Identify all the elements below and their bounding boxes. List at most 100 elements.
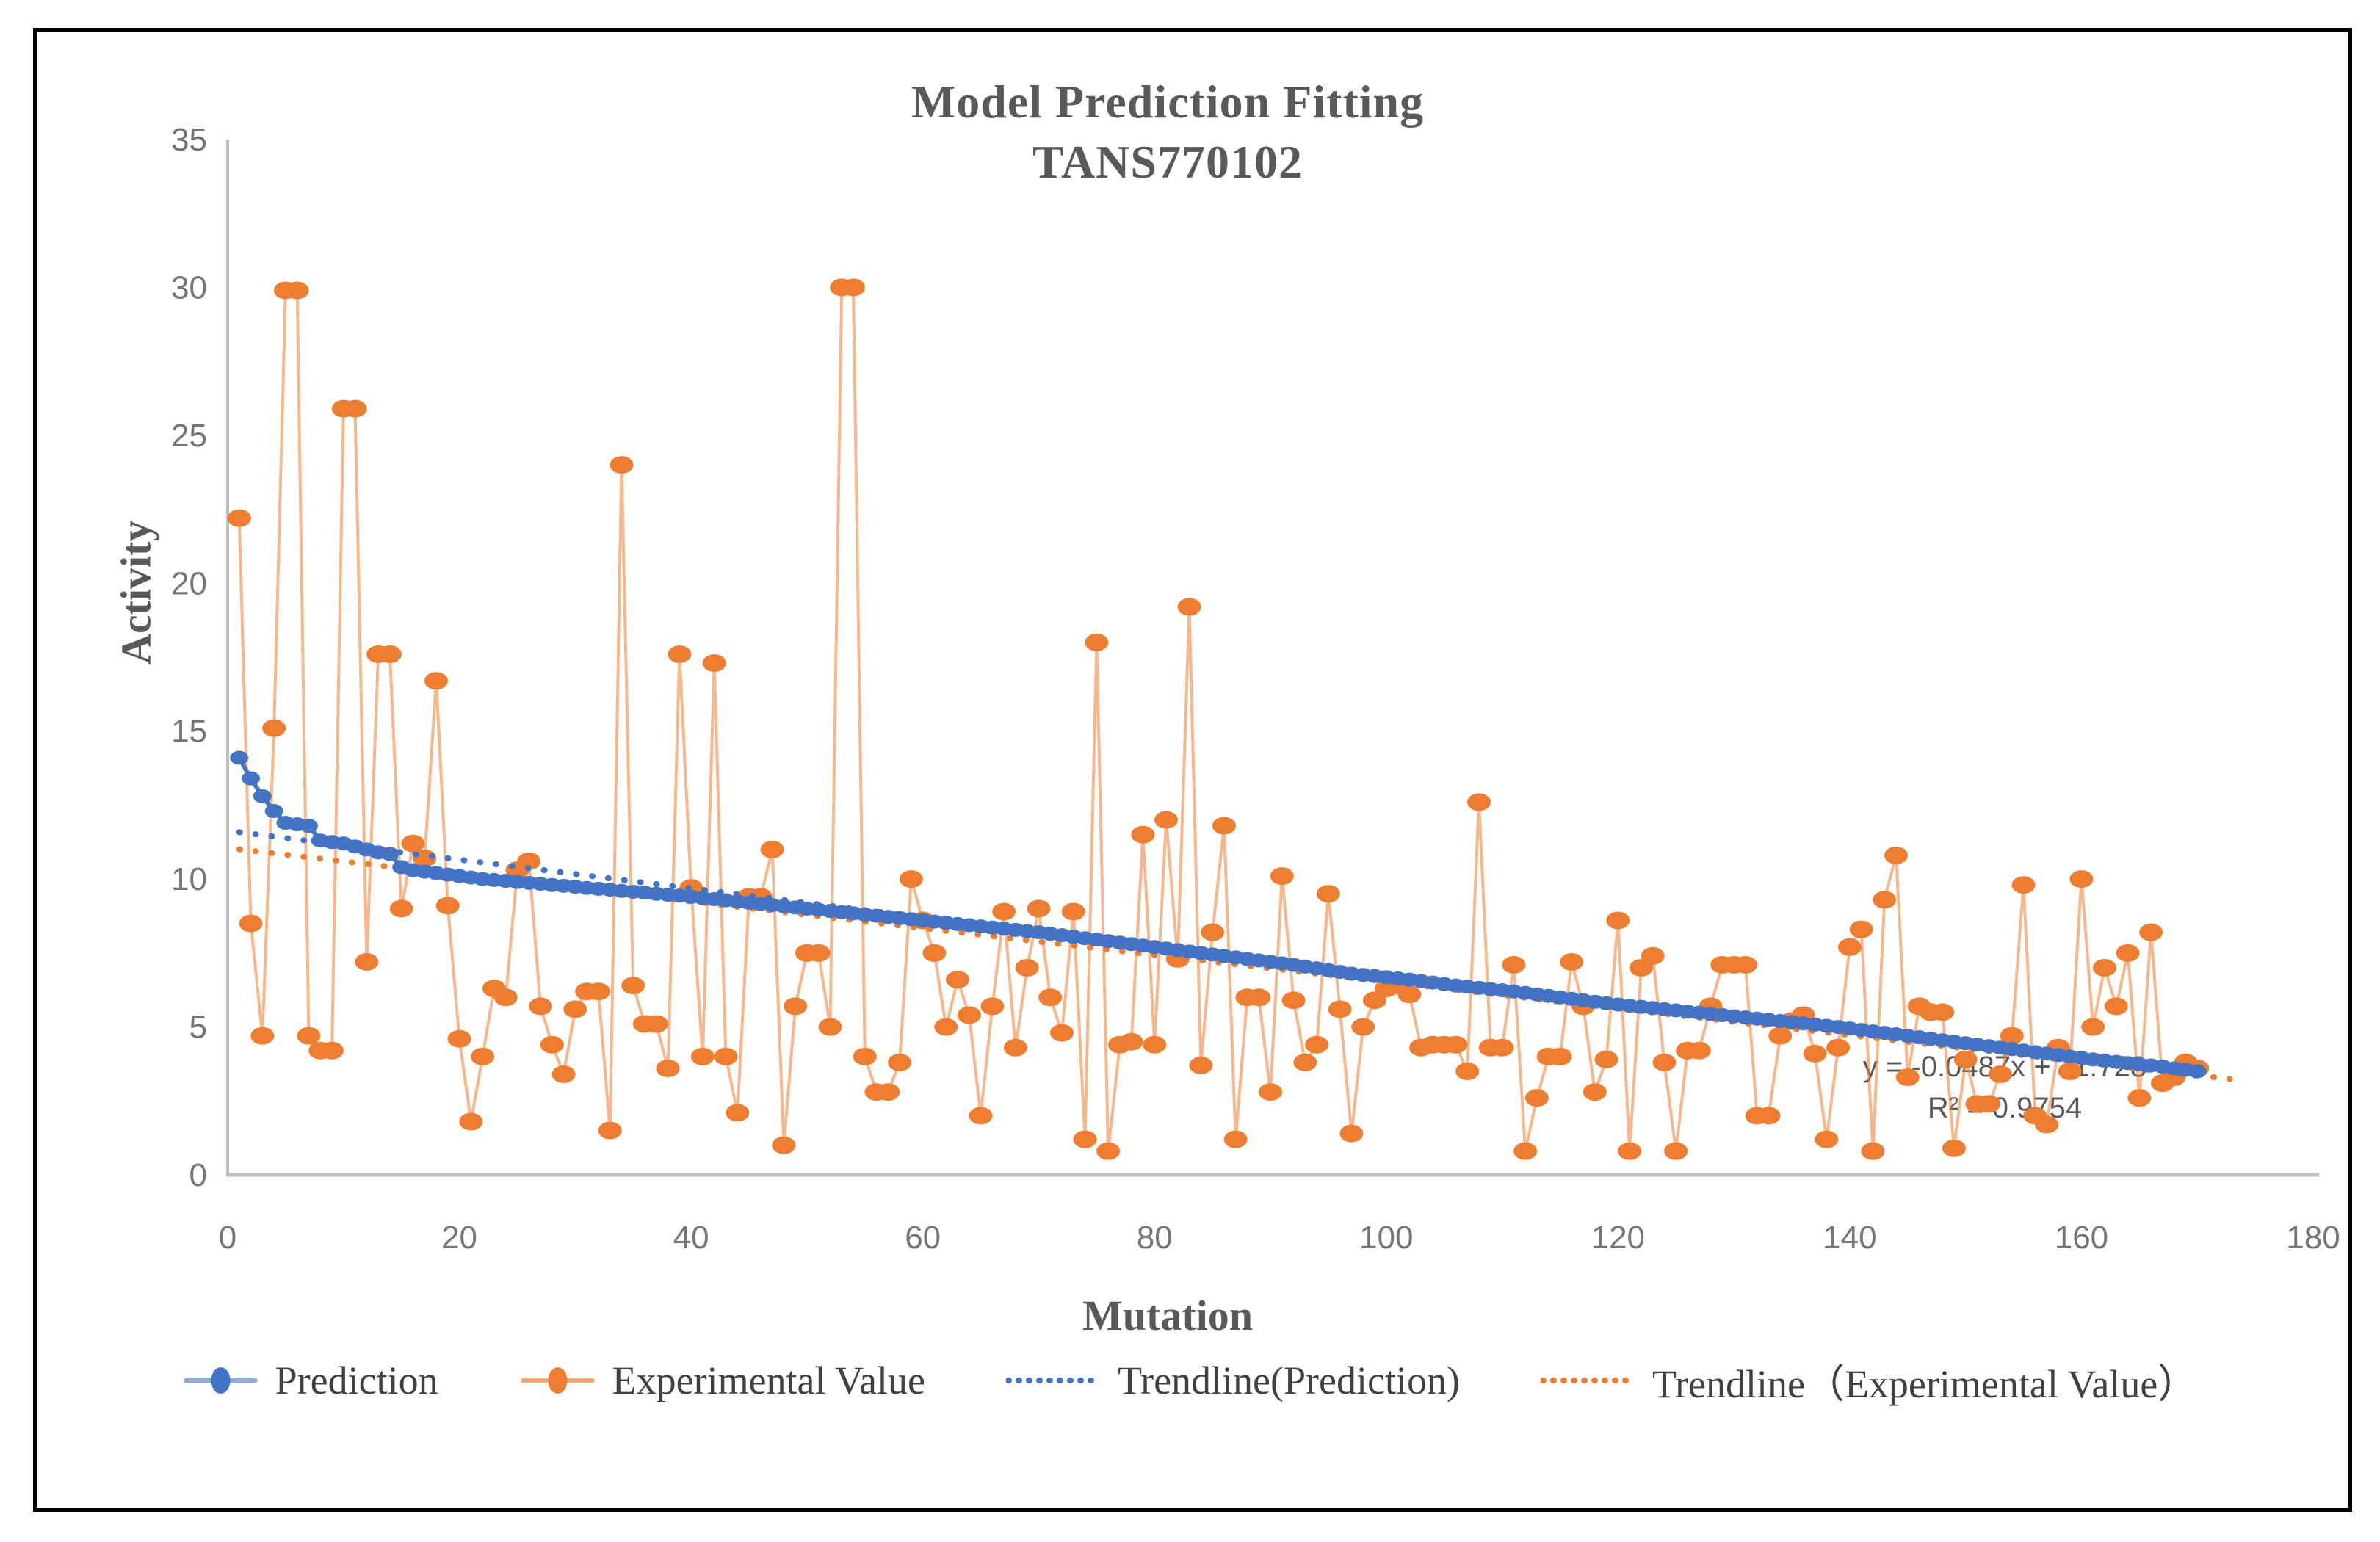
experimental-series-line bbox=[237, 286, 2199, 1152]
prediction-data-point bbox=[299, 819, 318, 833]
y-tick-label: 5 bbox=[189, 1010, 207, 1046]
experimental-data-point bbox=[1247, 988, 1271, 1007]
experimental-data-point bbox=[1803, 1044, 1827, 1063]
experimental-data-point bbox=[610, 456, 634, 474]
experimental-data-point bbox=[540, 1035, 564, 1054]
x-tick-label: 120 bbox=[1591, 1220, 1645, 1256]
experimental-data-point bbox=[1641, 946, 1665, 965]
experimental-data-point bbox=[435, 897, 460, 915]
experimental-data-point bbox=[980, 997, 1005, 1016]
legend-label: Experimental Value bbox=[612, 1358, 925, 1402]
experimental-data-point bbox=[517, 852, 541, 870]
legend-item-experimental-value: Experimental Value bbox=[519, 1358, 925, 1403]
x-tick-label: 160 bbox=[2055, 1220, 2108, 1256]
experimental-data-point bbox=[772, 1136, 796, 1154]
experimental-data-point bbox=[1490, 1038, 1514, 1057]
experimental-data-point bbox=[598, 1121, 622, 1140]
chart-legend: Prediction Experimental Value Trendline(Pr… bbox=[44, 1351, 2335, 1409]
experimental-data-point bbox=[1989, 1065, 2012, 1084]
series-legend-marker-icon bbox=[184, 1367, 257, 1394]
prediction-data-point bbox=[242, 771, 261, 786]
chart-title: Model Prediction Fitting TANS770102 bbox=[0, 72, 2335, 192]
experimental-data-point bbox=[969, 1107, 993, 1125]
experimental-data-point bbox=[806, 944, 831, 962]
experimental-data-point bbox=[1073, 1130, 1097, 1148]
y-tick-label: 20 bbox=[171, 565, 207, 601]
experimental-data-point bbox=[2127, 1089, 2152, 1107]
experimental-data-point bbox=[1143, 1035, 1167, 1054]
experimental-data-point bbox=[1594, 1050, 1618, 1068]
y-tick-label: 15 bbox=[171, 714, 207, 750]
experimental-data-point bbox=[1733, 955, 1757, 974]
experimental-data-point bbox=[297, 1027, 321, 1045]
legend-label: Prediction bbox=[275, 1358, 438, 1402]
x-axis-title: Mutation bbox=[1082, 1292, 1253, 1339]
experimental-data-point bbox=[668, 645, 692, 663]
experimental-data-point bbox=[922, 944, 947, 962]
experimental-data-point bbox=[2081, 1018, 2105, 1036]
experimental-data-point bbox=[1942, 1139, 1966, 1157]
experimental-data-point bbox=[377, 645, 402, 663]
experimental-data-point bbox=[1467, 793, 1491, 811]
r-squared-value: R² = 0.9754 bbox=[1927, 1092, 2083, 1124]
experimental-data-point bbox=[2104, 997, 2128, 1016]
experimental-data-point bbox=[227, 509, 251, 527]
prediction-data-point bbox=[264, 803, 283, 818]
experimental-data-point bbox=[1027, 900, 1051, 918]
chart-title-line1: Model Prediction Fitting bbox=[911, 76, 1425, 128]
experimental-data-point bbox=[285, 281, 309, 300]
experimental-data-point bbox=[1861, 1142, 1885, 1160]
experimental-data-point bbox=[239, 914, 263, 933]
experimental-data-point bbox=[1293, 1053, 1317, 1071]
experimental-data-point bbox=[447, 1029, 471, 1048]
legend-label: Trendline（Experimental Value） bbox=[1652, 1362, 2198, 1406]
experimental-data-point bbox=[2011, 876, 2036, 894]
experimental-data-point bbox=[1316, 885, 1340, 903]
experimental-data-point bbox=[1849, 920, 1873, 938]
experimental-data-point bbox=[1606, 911, 1630, 930]
experimental-data-point bbox=[424, 672, 448, 690]
experimental-data-point bbox=[760, 840, 784, 858]
experimental-data-point bbox=[1513, 1142, 1538, 1160]
experimental-data-point bbox=[726, 1104, 750, 1122]
x-tick-label: 0 bbox=[219, 1220, 236, 1256]
legend-item-trendline-prediction-: Trendline(Prediction) bbox=[1006, 1358, 1460, 1403]
x-tick-label: 100 bbox=[1359, 1220, 1413, 1256]
experimental-data-point bbox=[2058, 1063, 2082, 1080]
experimental-data-point bbox=[690, 1047, 715, 1065]
experimental-data-point bbox=[1003, 1038, 1027, 1057]
experimental-data-point bbox=[702, 654, 726, 673]
experimental-data-point bbox=[2000, 1027, 2024, 1045]
prediction-data-point bbox=[2188, 1064, 2207, 1079]
experimental-data-point bbox=[621, 977, 645, 995]
experimental-data-point bbox=[784, 997, 808, 1016]
experimental-data-point bbox=[471, 1047, 495, 1065]
experimental-data-point bbox=[714, 1047, 738, 1065]
experimental-data-point bbox=[1524, 1089, 1549, 1107]
experimental-data-point bbox=[355, 952, 379, 971]
experimental-data-point bbox=[1953, 1050, 1978, 1068]
experimental-data-point bbox=[842, 278, 865, 297]
legend-item-prediction: Prediction bbox=[182, 1358, 438, 1403]
experimental-data-point bbox=[1119, 1032, 1143, 1051]
experimental-data-point bbox=[1652, 1053, 1677, 1071]
experimental-data-point bbox=[1583, 1083, 1607, 1101]
experimental-data-point bbox=[992, 902, 1016, 921]
experimental-data-point bbox=[1757, 1107, 1781, 1125]
experimental-data-point bbox=[1339, 1124, 1364, 1143]
x-tick-label: 140 bbox=[1823, 1220, 1876, 1256]
experimental-data-point bbox=[1397, 985, 1422, 1004]
y-tick-label: 0 bbox=[189, 1157, 207, 1193]
experimental-data-point bbox=[876, 1083, 900, 1101]
experimental-data-point bbox=[934, 1018, 958, 1036]
experimental-data-point bbox=[1201, 923, 1225, 941]
experimental-data-point bbox=[389, 900, 413, 918]
experimental-data-point bbox=[957, 1006, 981, 1024]
experimental-data-point bbox=[1502, 955, 1526, 974]
experimental-data-point bbox=[1931, 1003, 1955, 1021]
x-tick-label: 80 bbox=[1137, 1220, 1173, 1256]
x-tick-label: 60 bbox=[905, 1220, 941, 1256]
experimental-data-point bbox=[2116, 944, 2140, 962]
experimental-data-point bbox=[459, 1112, 483, 1131]
y-tick-label: 25 bbox=[171, 418, 207, 454]
